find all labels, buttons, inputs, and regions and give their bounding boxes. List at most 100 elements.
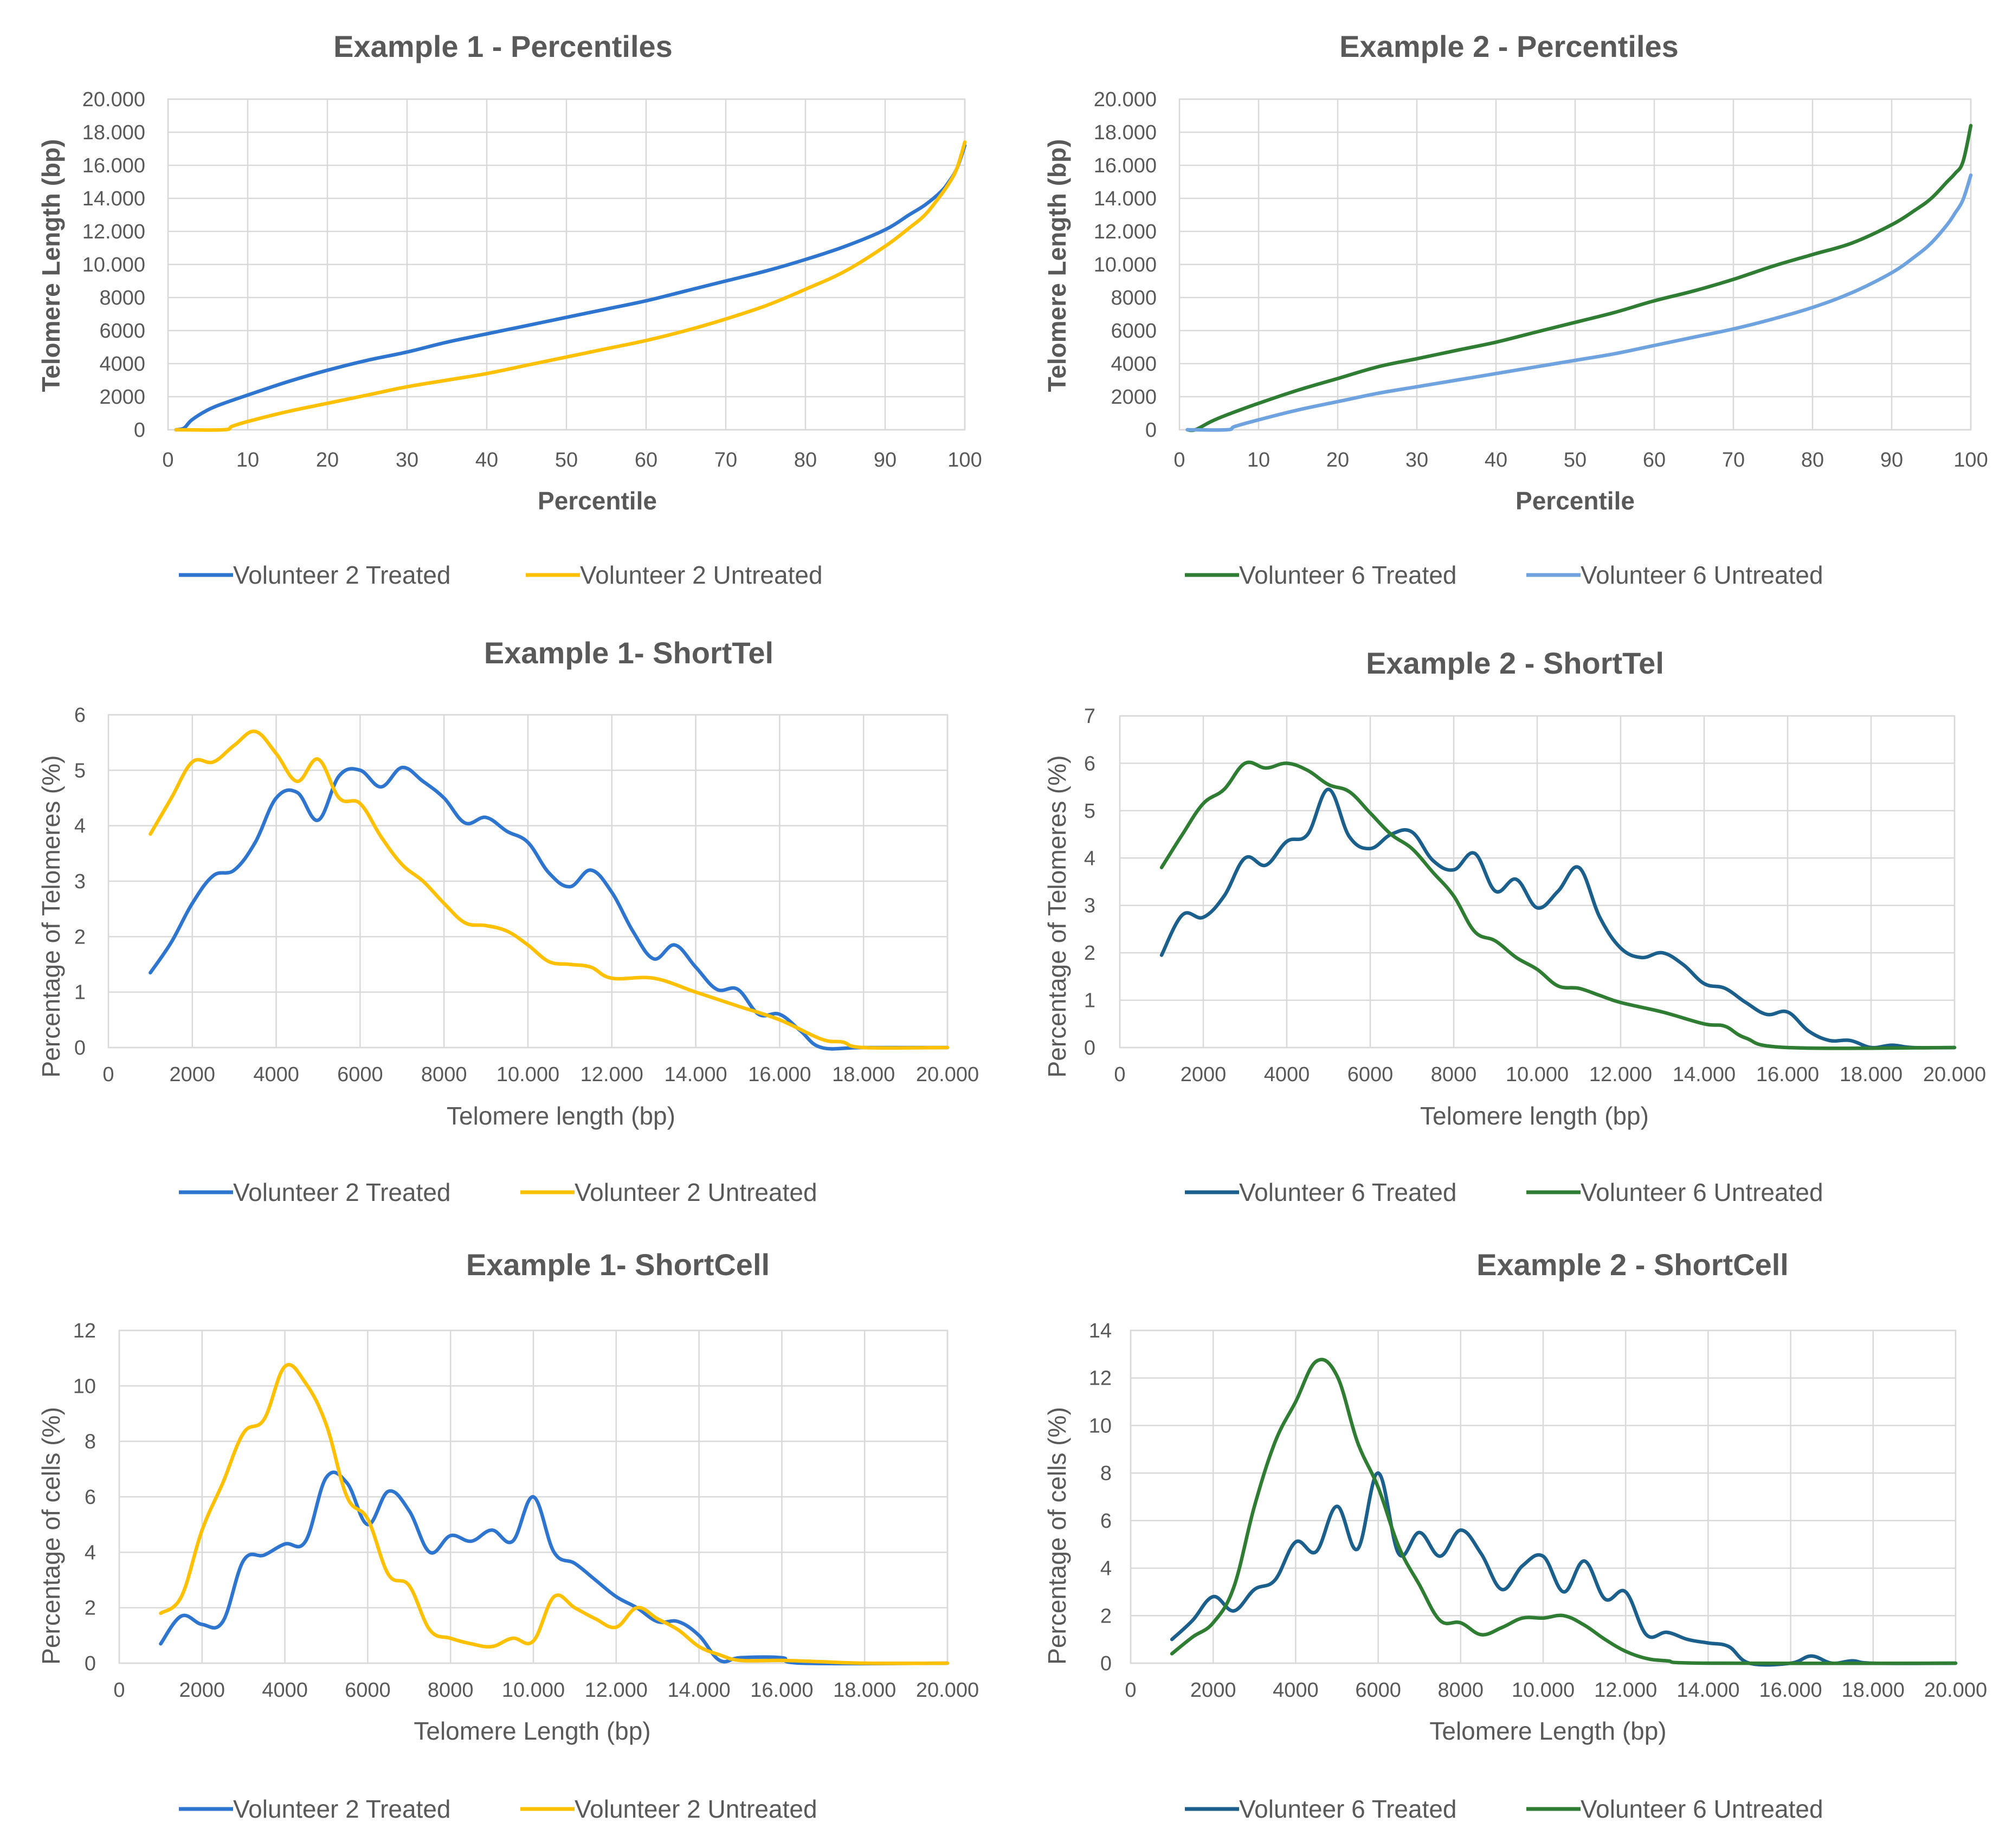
y-tick-label: 6 [1084,752,1095,775]
x-tick-label: 0 [113,1679,125,1702]
x-tick-label: 12.000 [585,1679,648,1702]
x-tick-label: 100 [947,449,982,471]
y-tick-label: 0 [1100,1652,1112,1675]
x-tick-label: 10.000 [496,1063,559,1086]
x-tick-label: 20.000 [916,1063,979,1086]
x-tick-label: 14.000 [667,1679,730,1702]
legend-label-volunteer-6-untreated: Volunteer 6 Untreated [1581,1795,1823,1823]
x-tick-label: 2000 [1181,1063,1227,1086]
series-line-volunteer-2-treated [159,1470,950,1666]
x-tick-label: 10 [236,449,259,471]
y-tick-label: 0 [1145,419,1157,442]
y-tick-label: 5 [74,759,86,782]
chart-example-2-percentiles: Example 2 - Percentiles 0 10 20 30 40 50 60 70 8… [1006,0,2012,616]
x-tick-label: 20 [316,449,339,471]
x-tick-label: 16.000 [1759,1679,1822,1702]
plot-area [1130,1329,1957,1664]
x-tick-label: 4000 [1273,1679,1319,1702]
legend-label-volunteer-2-treated: Volunteer 2 Treated [233,561,451,589]
chart-canvas: Example 1 - Percentiles 0 10 20 30 40 50 60 70 8… [37,29,982,589]
y-tick-label: 2000 [1111,386,1157,409]
x-tick-label: 12.000 [1589,1063,1652,1086]
x-tick-label: 0 [102,1063,114,1086]
legend-label-volunteer-6-treated: Volunteer 6 Treated [1239,1178,1457,1206]
chart-canvas: Example 1- ShortCell 0 2000 4000 6000 8000 10… [37,1248,979,1823]
legend-label-volunteer-2-treated: Volunteer 2 Treated [233,1178,451,1206]
legend-label-volunteer-6-untreated: Volunteer 6 Untreated [1581,561,1823,589]
x-tick-label: 10.000 [1512,1679,1575,1702]
x-tick-label: 80 [794,449,817,471]
chart-title: Example 1- ShortCell [466,1248,770,1282]
x-tick-label: 10.000 [1506,1063,1569,1086]
y-axis-label: Percentage of cells (%) [37,1407,65,1665]
x-tick-label: 0 [162,449,173,471]
x-tick-label: 16.000 [750,1679,813,1702]
series-line-volunteer-2-untreated [149,729,950,1050]
x-tick-label: 50 [1564,449,1587,471]
x-tick-label: 30 [1405,449,1428,471]
series-line-volunteer-6-untreated [1170,1358,1958,1665]
y-tick-label: 12 [1089,1367,1112,1390]
y-tick-label: 12 [73,1320,96,1342]
y-axis-label: Percentage of Telomeres (%) [37,755,65,1078]
plot-area [118,1329,949,1664]
chart-title: Example 1- ShortTel [484,636,773,670]
series-line-volunteer-6-treated [1170,1471,1958,1667]
x-tick-label: 20.000 [916,1679,979,1702]
x-tick-label: 18.000 [1842,1679,1905,1702]
y-tick-label: 6 [85,1486,96,1509]
x-tick-label: 70 [714,449,737,471]
x-tick-label: 0 [1173,449,1185,471]
x-tick-label: 4000 [253,1063,299,1086]
x-tick-label: 60 [1643,449,1666,471]
y-tick-label: 4 [74,815,86,838]
y-tick-label: 4000 [99,353,145,376]
x-tick-label: 4000 [262,1679,308,1702]
x-tick-label: 18.000 [1840,1063,1903,1086]
x-tick-label: 90 [874,449,897,471]
chart-title: Example 2 - Percentiles [1339,29,1679,63]
x-tick-label: 100 [1953,449,1988,471]
y-tick-label: 1 [1084,990,1095,1012]
y-tick-label: 20.000 [82,88,145,111]
y-tick-label: 6 [1100,1510,1112,1533]
x-tick-label: 6000 [1347,1063,1394,1086]
y-tick-label: 14.000 [82,188,145,210]
y-tick-label: 0 [85,1652,96,1675]
chart-example-2-shortcell: Example 2 - ShortCell 0 2000 4000 6000 8000 1… [1006,1231,2012,1847]
legend-label-volunteer-2-untreated: Volunteer 2 Untreated [580,561,823,589]
legend-label-volunteer-6-untreated: Volunteer 6 Untreated [1581,1178,1823,1206]
y-tick-label: 8 [85,1431,96,1453]
legend-label-volunteer-2-treated: Volunteer 2 Treated [233,1795,451,1823]
y-tick-label: 10.000 [82,254,145,276]
x-tick-label: 10.000 [502,1679,565,1702]
x-tick-label: 8000 [1438,1679,1484,1702]
series-line-volunteer-2-treated [149,765,950,1051]
plot-area [1178,98,1972,431]
y-tick-label: 10.000 [1094,254,1157,276]
y-tick-label: 2 [85,1597,96,1620]
x-tick-label: 2000 [179,1679,225,1702]
chart-canvas: Example 2 - ShortTel 0 2000 4000 6000 8000 10… [1043,646,1986,1206]
y-tick-label: 8000 [1111,287,1157,309]
x-tick-label: 4000 [1264,1063,1310,1086]
chart-title: Example 2 - ShortTel [1366,646,1664,680]
y-tick-label: 6 [74,704,86,727]
x-tick-label: 14.000 [1673,1063,1736,1086]
series-line-volunteer-2-treated [174,144,967,432]
x-axis-label: Telomere length (bp) [1420,1102,1649,1130]
x-tick-label: 40 [1485,449,1507,471]
x-tick-label: 6000 [337,1063,383,1086]
x-tick-label: 8000 [421,1063,467,1086]
y-tick-label: 18.000 [82,121,145,144]
x-tick-label: 40 [475,449,498,471]
y-tick-label: 10 [1089,1414,1112,1437]
chart-example-1-shortcell: Example 1- ShortCell 0 2000 4000 6000 8000 10… [0,1231,1006,1847]
x-tick-label: 70 [1722,449,1745,471]
x-tick-label: 18.000 [832,1063,895,1086]
y-tick-label: 18.000 [1094,121,1157,144]
y-tick-label: 8000 [99,287,145,309]
x-axis-label: Telomere Length (bp) [1429,1717,1666,1745]
y-tick-label: 4000 [1111,353,1157,376]
x-tick-label: 80 [1801,449,1824,471]
